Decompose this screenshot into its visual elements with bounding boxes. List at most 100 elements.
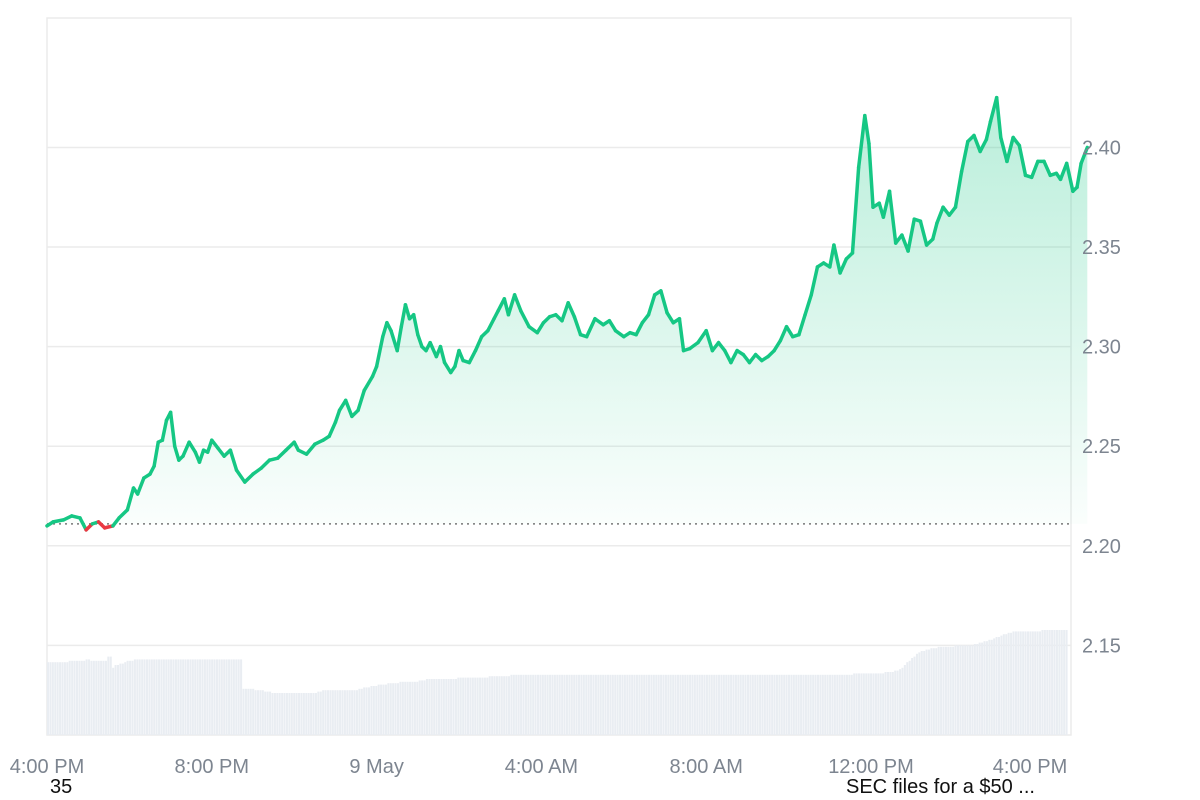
volume-bar <box>208 659 211 735</box>
volume-bar <box>392 683 395 735</box>
price-segment <box>1005 135 1015 164</box>
volume-bar <box>324 690 327 735</box>
volume-bar <box>63 662 66 735</box>
volume-bar <box>1029 631 1032 735</box>
price-segment <box>856 113 867 170</box>
volume-bar <box>457 677 460 735</box>
volume-bar <box>252 688 255 735</box>
volume-bar <box>186 659 190 735</box>
volume-bar <box>737 674 740 735</box>
price-segment <box>850 165 861 255</box>
volume-bar <box>756 674 759 735</box>
volume-bar <box>459 677 462 735</box>
price-segment <box>259 458 272 470</box>
volume-bar <box>848 674 851 735</box>
volume-bar <box>517 674 520 735</box>
volume-bar <box>452 679 455 735</box>
volume-bar <box>493 676 496 735</box>
volume-bar <box>580 674 583 735</box>
volume-bar <box>1012 631 1015 735</box>
volume-bar <box>1000 635 1003 735</box>
volume-bar <box>1065 630 1068 735</box>
volume-bar <box>722 674 725 735</box>
x-tick-label: 9 May <box>349 756 403 778</box>
volume-bar <box>170 659 173 735</box>
volume-bar <box>872 673 875 735</box>
x-tick-label: 4:00 PM <box>993 756 1067 778</box>
volume-bar <box>573 674 576 735</box>
volume-bar <box>667 674 670 735</box>
volume-bar <box>901 667 904 735</box>
price-segment <box>999 135 1009 164</box>
volume-bar <box>845 674 848 735</box>
volume-bar <box>705 674 708 735</box>
volume-bar <box>389 683 392 735</box>
volume-bar <box>520 674 523 735</box>
volume-bar <box>300 693 303 735</box>
volume-bar <box>884 672 887 735</box>
volume-bar <box>283 693 286 735</box>
volume-bar <box>179 659 182 735</box>
volume-bar <box>684 674 687 735</box>
volume-bar <box>1022 631 1025 735</box>
volume-bar <box>908 660 911 735</box>
volume-bar <box>479 677 482 735</box>
price-segment <box>797 313 807 337</box>
volume-bar <box>500 676 503 735</box>
volume-bar <box>1019 631 1022 735</box>
volume-bar <box>75 660 78 735</box>
volume-bar <box>532 674 535 735</box>
volume-bar <box>172 659 175 735</box>
volume-bar <box>623 674 626 735</box>
volume-bar <box>92 660 95 735</box>
volume-bar <box>131 660 134 735</box>
price-segment <box>333 408 342 425</box>
price-segment <box>772 338 783 353</box>
volume-bar <box>341 690 344 735</box>
price-segment <box>722 348 733 365</box>
volume-bar <box>742 674 745 735</box>
news-headline-link[interactable]: SEC files for a $50 ... <box>846 776 1035 798</box>
volume-bar <box>838 674 841 735</box>
volume-bar <box>816 674 819 735</box>
volume-bar <box>713 674 716 735</box>
volume-bar <box>655 674 658 735</box>
volume-bar <box>259 690 262 735</box>
volume-bar <box>763 674 766 735</box>
volume-bar <box>329 690 332 735</box>
volume-bar <box>387 683 390 735</box>
volume-bar <box>232 659 235 735</box>
price-segment <box>984 119 993 142</box>
volume-bars <box>47 630 1068 735</box>
volume-bar <box>590 674 593 735</box>
volume-bar <box>956 645 959 735</box>
volume-bar <box>107 656 110 735</box>
volume-bar <box>119 663 122 735</box>
price-segment <box>181 440 191 458</box>
volume-bar <box>495 676 498 735</box>
price-segment <box>362 374 375 393</box>
volume-bar <box>549 674 552 735</box>
volume-bar <box>153 659 156 735</box>
volume-bar <box>703 674 706 735</box>
y-tick-label: 2.40 <box>1082 137 1121 159</box>
volume-bar <box>1036 631 1039 735</box>
volume-bar <box>964 645 967 735</box>
volume-bar <box>561 674 564 735</box>
volume-bar <box>626 674 629 735</box>
volume-bar <box>116 665 120 735</box>
volume-bar <box>976 644 979 735</box>
volume-bar <box>266 691 269 735</box>
x-tick-label: 12:00 PM <box>828 756 914 778</box>
volume-bar <box>394 683 397 735</box>
price-segment <box>304 442 317 456</box>
volume-bar <box>551 674 554 735</box>
volume-bar <box>430 679 433 735</box>
volume-bar <box>1017 631 1020 735</box>
volume-bar <box>761 674 764 735</box>
volume-bar <box>795 674 798 735</box>
volume-bar <box>652 674 655 735</box>
price-segment <box>978 137 989 154</box>
volume-bar <box>230 659 233 735</box>
volume-bar <box>935 648 938 735</box>
